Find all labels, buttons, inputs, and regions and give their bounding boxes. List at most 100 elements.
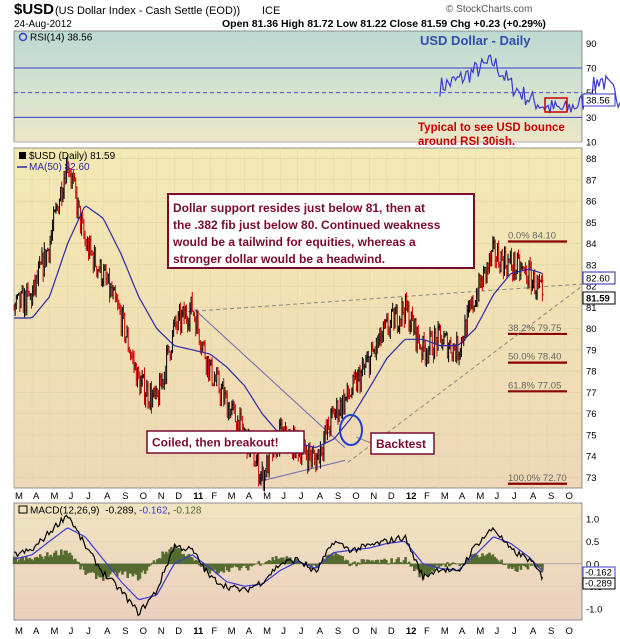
macd-histogram-bar <box>414 563 418 569</box>
symbol-description: (US Dollar Index - Cash Settle (EOD)) <box>55 5 240 17</box>
x-tick-label: A <box>246 626 253 637</box>
macd-histogram-bar <box>538 563 542 568</box>
macd-histogram-bar <box>198 563 201 566</box>
macd-histogram-bar <box>241 563 245 567</box>
x-tick-label: M <box>15 491 23 502</box>
macd-histogram-bar <box>196 560 199 565</box>
chart-date: 24-Aug-2012 <box>14 19 72 30</box>
macd-histogram-bar <box>191 557 194 565</box>
macd-histogram-bar <box>124 563 128 572</box>
macd-histogram-bar <box>33 557 37 565</box>
macd-histogram-bar <box>526 563 530 570</box>
price-tick-label: 78 <box>586 367 597 378</box>
x-tick-label: J <box>281 626 286 637</box>
price-y-ticks: 73 74 75 76 77 78 79 80 81 82 83 84 85 86 87 88 <box>586 154 597 484</box>
price-tick-label: 81 <box>586 303 597 314</box>
macd-histogram-bar <box>150 562 154 565</box>
macd-tick-label: 1.0 <box>586 514 599 525</box>
macd-histogram-bar <box>187 553 191 565</box>
macd-histogram-bar <box>274 556 278 565</box>
price-tick-label: 80 <box>586 324 597 335</box>
x-tick-label: O <box>140 626 147 637</box>
macd-histogram-bar <box>89 563 93 573</box>
macd-histogram-bar <box>156 559 159 565</box>
macd-histogram-bar <box>446 562 449 565</box>
macd-last-value-tags: -0.162 -0.289 <box>582 566 616 590</box>
ma-legend-text: MA(50) 82.60 <box>29 162 90 173</box>
macd-legend-signal: -0.162 <box>139 506 168 517</box>
macd-histogram-bar <box>271 557 275 565</box>
macd-histogram-bar <box>229 563 233 568</box>
macd-histogram-bar <box>537 563 540 567</box>
macd-histogram-bar <box>397 557 400 565</box>
price-tick-label: 79 <box>586 345 597 356</box>
macd-histogram-bar <box>280 557 283 565</box>
macd-histogram-bar <box>87 563 91 573</box>
macd-histogram-bar <box>161 551 164 565</box>
x-tick-label: A <box>317 491 324 502</box>
x-tick-label: S <box>548 491 554 502</box>
macd-histogram-bar <box>199 563 203 567</box>
macd-histogram-bar <box>171 549 175 565</box>
x-tick-label: S <box>335 626 341 637</box>
macd-histogram-bar <box>140 563 143 573</box>
macd-histogram-bar <box>234 563 238 567</box>
macd-histogram-bar <box>138 563 142 579</box>
macd-histogram-bar <box>117 563 121 573</box>
macd-tick-label: -1.0 <box>586 604 602 615</box>
x-tick-label: N <box>370 626 377 637</box>
x-tick-label: N <box>158 491 165 502</box>
macd-histogram-bar <box>210 563 213 571</box>
macd-histogram-bar <box>357 562 360 565</box>
macd-histogram-bar <box>528 563 531 565</box>
macd-histogram-bar <box>428 563 432 573</box>
macd-histogram-bar <box>447 563 451 567</box>
x-axis-labels-top: M A M J J A S O N D 11 F M A M J J A S O N D 12 F M A M J J A S O <box>15 491 573 502</box>
backtest-annotation-text: Backtest <box>376 437 426 451</box>
macd-histogram-bar <box>496 560 500 565</box>
x-tick-label: 12 <box>406 626 417 637</box>
x-tick-label: S <box>122 626 128 637</box>
macd-legend-icon <box>18 505 28 514</box>
macd-histogram-bar <box>432 563 435 572</box>
x-axis-labels-bottom: M A M J J A S O N D 11 F M A M J J A S O N D 12 F M A M J J A S O <box>15 626 573 637</box>
macd-histogram-bar <box>58 555 61 565</box>
macd-histogram-bar <box>367 559 371 565</box>
macd-tick-label: 0.5 <box>586 537 599 548</box>
macd-histogram-bar <box>460 563 463 565</box>
macd-histogram-bar <box>453 562 456 565</box>
macd-histogram-bar <box>98 563 102 578</box>
wedge-upper-line <box>194 309 346 448</box>
support-annotation: Dollar support resides just below 81, th… <box>167 193 475 269</box>
macd-histogram-bar <box>122 563 126 572</box>
macd-histogram-bar <box>430 563 434 571</box>
macd-legend-histogram: -0.128 <box>173 506 202 517</box>
macd-histogram-bar <box>73 558 77 565</box>
watermark: © StockCharts.com <box>446 4 532 15</box>
price-tick-label: 83 <box>586 260 597 271</box>
macd-histogram-bar <box>72 559 75 565</box>
x-tick-label: J <box>299 491 304 502</box>
macd-histogram-bar <box>84 563 88 575</box>
macd-histogram-bar <box>39 554 42 565</box>
macd-tick-label: 0.0 <box>586 559 599 570</box>
macd-histogram-bar <box>512 563 516 568</box>
x-tick-label: J <box>512 626 517 637</box>
x-tick-label: 11 <box>193 626 204 637</box>
x-tick-label: J <box>69 491 74 502</box>
macd-histogram-bar <box>79 563 82 570</box>
macd-histogram-bar <box>245 563 248 569</box>
rsi-low-highlight-box <box>544 97 568 113</box>
price-last-value-box <box>582 291 616 305</box>
price-last-value-tags: 82.60 81.59 <box>582 271 616 305</box>
macd-histogram-bar <box>521 563 524 566</box>
exchange: ICE <box>262 5 280 17</box>
macd-histogram-bar <box>246 563 250 571</box>
macd-histogram-bar <box>129 563 133 574</box>
macd-histogram-bar <box>406 563 409 565</box>
fib-level-label: 61.8% 77.05 <box>508 380 561 391</box>
macd-histogram-bar <box>259 563 262 566</box>
macd-histogram-bar <box>381 560 385 565</box>
x-tick-label: A <box>459 626 466 637</box>
macd-histogram-bar <box>297 562 301 565</box>
